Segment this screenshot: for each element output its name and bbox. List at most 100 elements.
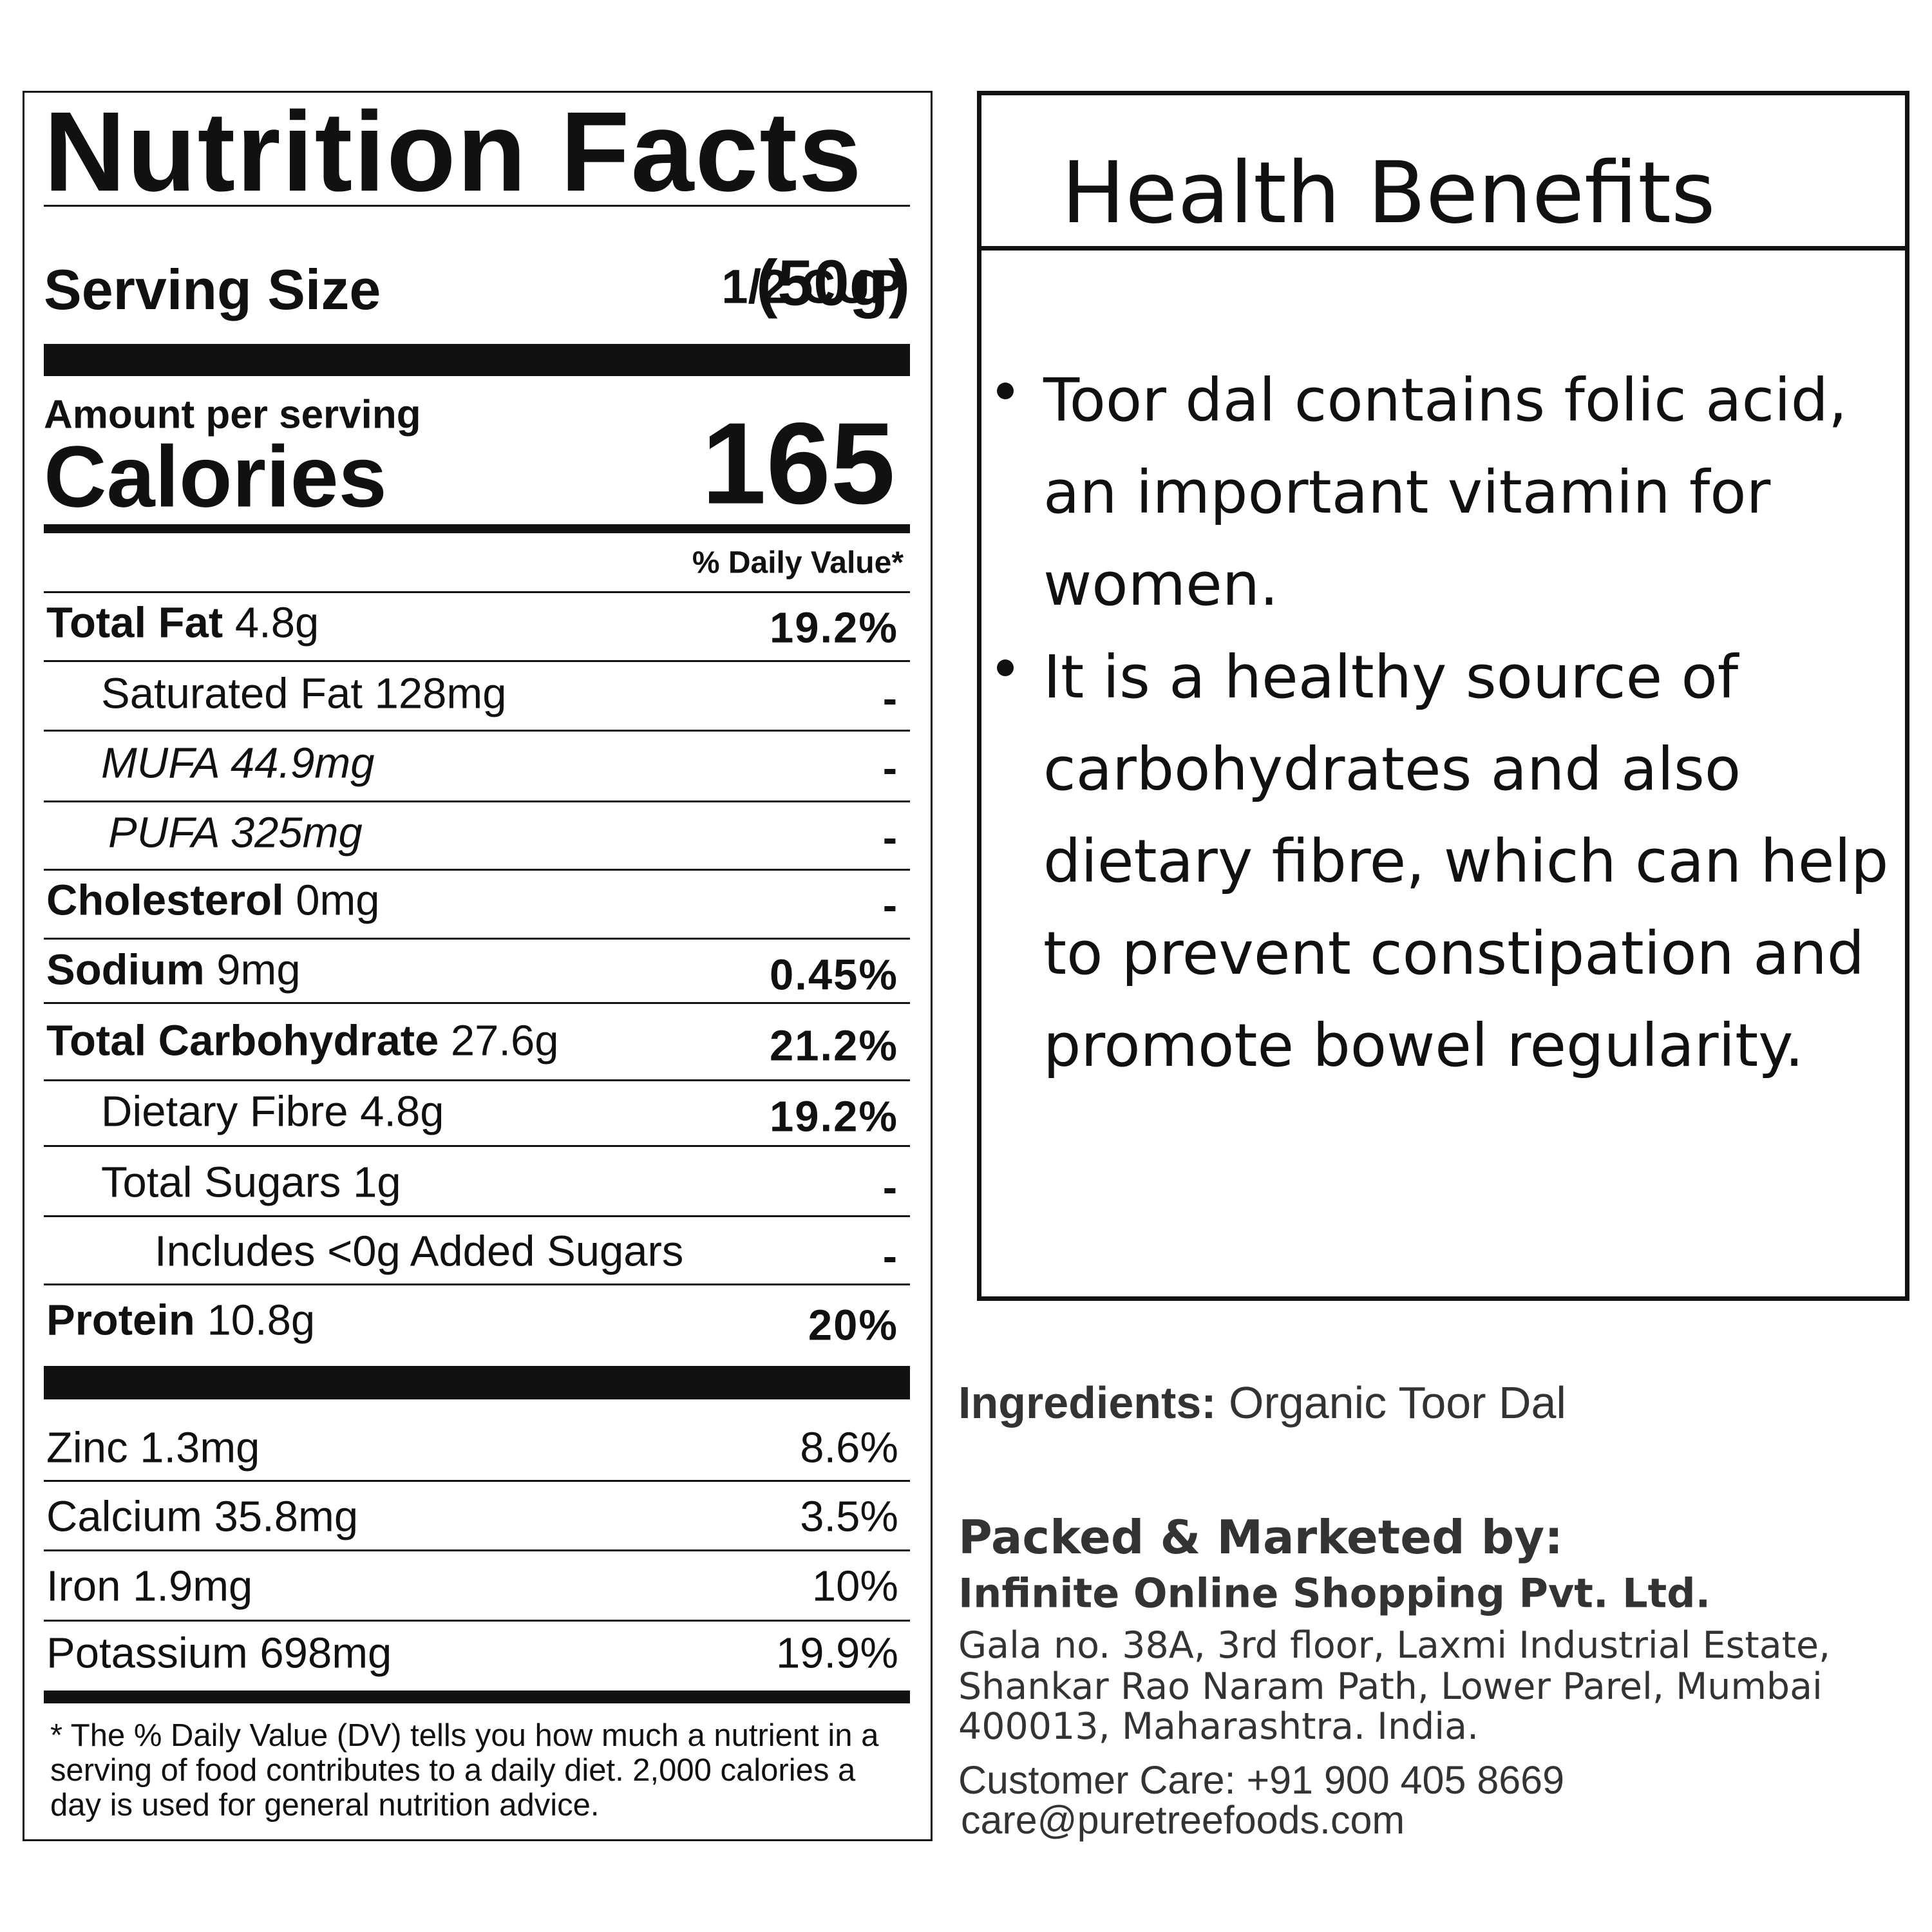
nutrition-panel [23,91,933,1841]
mineral-row: Iron 1.9mg [46,1562,252,1611]
nutrient-amount: 10.8g [207,1296,316,1345]
daily-value: 10% [811,1562,898,1611]
daily-value: - [882,1163,898,1212]
serving-value: 1/2 CUP [721,260,902,314]
mineral-name: Potassium [46,1629,248,1678]
rule [977,246,1909,251]
rule [44,660,910,662]
mineral-amount: 1.9mg [133,1562,253,1611]
nutrient-amount: 325mg [230,808,363,857]
daily-value: 19.2% [770,1092,898,1141]
nutrient-amount: 128mg [374,669,507,718]
rule [44,1549,910,1551]
mineral-amount: 698mg [260,1629,392,1678]
nutrient-amount: 44.9mg [230,739,375,788]
nutrient-row: Cholesterol 0mg [46,876,380,925]
nutrient-name: Includes <0g Added Sugars [155,1227,684,1276]
rule [44,869,910,871]
mineral-amount: 1.3mg [140,1423,260,1472]
daily-value: 0.45% [770,951,898,999]
rule [44,800,910,802]
mineral-row: Zinc 1.3mg [46,1423,260,1473]
rule [44,205,910,207]
footnote: * The % Daily Value (DV) tells you how m… [50,1718,879,1823]
address-line: Gala no. 38A, 3rd floor, Laxmi Industria… [958,1624,1831,1667]
nutrient-row: Total Carbohydrate 27.6g [46,1016,559,1066]
mineral-name: Iron [46,1562,121,1611]
benefits-title: Health Benefits [1061,144,1716,243]
nutrient-name: Sodium [46,945,205,994]
nutrient-name: MUFA [101,739,219,788]
nutrient-name: PUFA [108,808,219,857]
nutrient-name: Cholesterol [46,876,284,925]
daily-value: 20% [808,1301,898,1350]
ingredients-value: Organic Toor Dal [1229,1378,1566,1428]
customer-care: Customer Care: +91 900 405 8669 [958,1758,1565,1802]
nutrient-name: Total Fat [46,598,223,647]
calories-value: 165 [701,399,895,529]
daily-value: 19.2% [770,603,898,652]
rule [44,938,910,940]
rule [44,1002,910,1004]
nutrient-row: Total Fat 4.8g [46,598,319,648]
rule [44,1480,910,1482]
nutrient-name: Protein [46,1296,195,1345]
nutrient-amount: 0mg [296,876,380,925]
address-line: 400013, Maharashtra. India. [958,1705,1479,1748]
nutrient-row: Total Sugars 1g [101,1158,401,1208]
bar [44,1366,910,1399]
mineral-amount: 35.8mg [214,1492,359,1541]
bullet [997,383,1014,399]
nutrient-amount: 9mg [216,945,301,994]
rule [44,1620,910,1622]
daily-value: 8.6% [800,1423,898,1472]
nutrient-row: Includes <0g Added Sugars [155,1227,683,1276]
amount-label: Amount per serving [44,392,421,437]
mineral-name: Calcium [46,1492,202,1541]
nutrient-name: Saturated Fat [101,669,363,718]
nutrient-row: Dietary Fibre 4.8g [101,1087,444,1137]
serving-label: Serving Size [44,258,381,321]
email: care@puretreefoods.com [961,1798,1405,1842]
nutrient-row: PUFA 325mg [108,808,363,858]
ingredients-label: Ingredients: [958,1378,1217,1428]
rule [44,730,910,732]
nutrition-title: Nutrition Facts [44,89,863,215]
serving-grams: (50g) [756,247,910,319]
nutrient-amount: 1g [353,1158,401,1207]
nutrient-row: Protein 10.8g [46,1296,315,1345]
benefit-item: Toor dal contains folic acid, an importa… [1043,366,1848,619]
nutrient-amount: 4.8g [234,598,319,647]
rule [44,1079,910,1081]
rule [44,1215,910,1217]
daily-value: 3.5% [800,1492,898,1541]
rule [44,1145,910,1147]
daily-value: - [882,744,898,793]
bar [44,344,910,376]
rule [44,1283,910,1285]
calories-label: Calories [44,428,387,526]
mineral-row: Potassium 698mg [46,1629,392,1678]
nutrient-name: Total Sugars [101,1158,341,1207]
nutrient-amount: 27.6g [450,1016,559,1065]
rule [44,591,910,593]
nutrient-row: Sodium 9mg [46,945,301,995]
ingredients: Ingredients: Organic Toor Dal [958,1377,1566,1428]
benefit-item: It is a healthy source of carbohydrates … [1043,643,1889,1080]
nutrient-row: Saturated Fat 128mg [101,669,506,719]
daily-value: - [882,813,898,862]
packer-label: Packed & Marketed by: [958,1510,1563,1564]
nutrient-amount: 4.8g [360,1087,444,1136]
daily-value: - [882,1232,898,1281]
daily-value: - [882,674,898,723]
bar [44,524,910,533]
address-line: Shankar Rao Naram Path, Lower Parel, Mum… [958,1665,1823,1708]
nutrient-name: Dietary Fibre [101,1087,348,1136]
bullet [997,659,1014,676]
packer-company: Infinite Online Shopping Pvt. Ltd. [958,1569,1711,1617]
mineral-name: Zinc [46,1423,128,1472]
nutrient-name: Total Carbohydrate [46,1016,439,1065]
daily-value: - [882,881,898,930]
bar [44,1690,910,1703]
